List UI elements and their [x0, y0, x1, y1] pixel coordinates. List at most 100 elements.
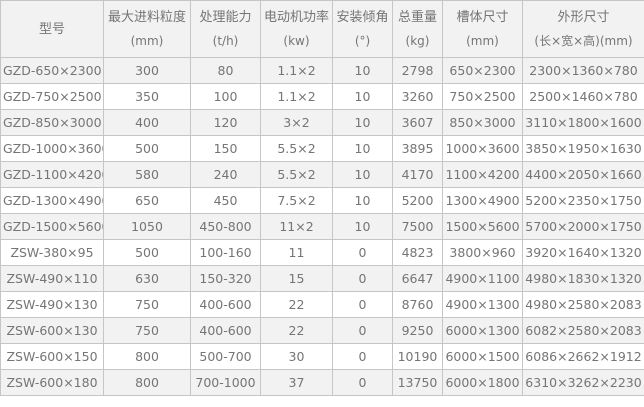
table-row: ZSW-600×130 750 400-600 22 0 9250 6000×1300 608…: [0, 317, 644, 344]
table-row: ZSW-490×110 630 150-320 15 0 6647 4900×1100 498…: [0, 265, 644, 292]
table-cell: 450-800: [190, 213, 261, 240]
table-cell: 30: [260, 343, 333, 370]
table-cell: 500-700: [190, 343, 261, 370]
table-cell: 4900×1300: [442, 291, 523, 318]
table-cell: 1000×3600: [442, 135, 523, 162]
column-header: 最大进料粒度 (mm): [103, 0, 191, 58]
table-cell: 5200×2350×1750: [522, 187, 644, 214]
column-unit: (kg): [405, 34, 430, 48]
table-cell: 10: [332, 135, 393, 162]
column-title: 处理能力: [199, 10, 252, 25]
table-cell: 3607: [392, 109, 443, 136]
table-cell: 6086×2662×1912: [522, 343, 644, 370]
table-cell: 80: [190, 57, 261, 84]
table-row: GZD-850×3000 400 120 3×2 10 3607 850×3000 3110×…: [0, 109, 644, 136]
table-cell: 13750: [392, 369, 443, 396]
table-cell: 500: [103, 239, 191, 266]
table-cell: 0: [332, 265, 393, 292]
table-cell: 10: [332, 213, 393, 240]
table-cell: 3×2: [260, 109, 333, 136]
table-row: GZD-750×2500 350 100 1.1×2 10 3260 750×2500 250…: [0, 83, 644, 110]
column-title: 槽体尺寸: [456, 10, 509, 25]
table-cell: 750×2500: [442, 83, 523, 110]
table-cell: 100-160: [190, 239, 261, 266]
table-cell: 500: [103, 135, 191, 162]
table-cell: 10190: [392, 343, 443, 370]
table-cell: 0: [332, 291, 393, 318]
header-row: 型号 最大进料粒度 (mm) 处理能力 (t/h) 电动机功率 (kw) 安装倾角 (°) 总重量…: [0, 0, 644, 58]
table-cell: 800: [103, 369, 191, 396]
table-cell: 9250: [392, 317, 443, 344]
table-cell: 1500×5600: [442, 213, 523, 240]
column-title: 型号: [38, 21, 65, 37]
table-cell: 3920×1640×1320: [522, 239, 644, 266]
table-cell: 10: [332, 57, 393, 84]
table-cell: 0: [332, 343, 393, 370]
column-title: 外形尺寸: [557, 10, 610, 25]
column-unit: (°): [354, 34, 371, 48]
table-cell: 1300×4900: [442, 187, 523, 214]
model-cell: GZD-1300×4900: [0, 187, 104, 214]
model-cell: ZSW-490×110: [0, 265, 104, 292]
table-cell: 3895: [392, 135, 443, 162]
table-cell: 10: [332, 161, 393, 188]
table-cell: 6000×1300: [442, 317, 523, 344]
table-row: GZD-1100×4200 580 240 5.5×2 10 4170 1100×4200 4…: [0, 161, 644, 188]
table-cell: 2798: [392, 57, 443, 84]
column-title: 电动机功率: [263, 10, 329, 25]
table-cell: 750: [103, 317, 191, 344]
table-cell: 3850×1950×1630: [522, 135, 644, 162]
model-cell: ZSW-490×130: [0, 291, 104, 318]
table-cell: 5700×2000×1750: [522, 213, 644, 240]
column-header: 槽体尺寸 (mm): [442, 0, 523, 58]
table-cell: 400-600: [190, 317, 261, 344]
table-cell: 0: [332, 239, 393, 266]
table-cell: 5200: [392, 187, 443, 214]
table-cell: 4400×2050×1660: [522, 161, 644, 188]
column-unit: (mm): [466, 34, 499, 48]
column-header: 总重量 (kg): [392, 0, 443, 58]
table-cell: 3110×1800×1600: [522, 109, 644, 136]
table-cell: 7.5×2: [260, 187, 333, 214]
model-cell: GZD-850×3000: [0, 109, 104, 136]
table-row: GZD-1000×3600 500 150 5.5×2 10 3895 1000×3600 3…: [0, 135, 644, 162]
model-cell: GZD-750×2500: [0, 83, 104, 110]
table-cell: 150-320: [190, 265, 261, 292]
column-title: 安装倾角: [336, 10, 389, 25]
table-cell: 100: [190, 83, 261, 110]
model-cell: ZSW-600×130: [0, 317, 104, 344]
table-row: GZD-1300×4900 650 450 7.5×2 10 5200 1300×4900 5…: [0, 187, 644, 214]
table-cell: 630: [103, 265, 191, 292]
column-unit: (t/h): [212, 34, 239, 48]
column-unit: (mm): [130, 34, 164, 48]
table-cell: 0: [332, 369, 393, 396]
table-cell: 7500: [392, 213, 443, 240]
column-header: 安装倾角 (°): [332, 0, 393, 58]
table-cell: 650: [103, 187, 191, 214]
table-cell: 450: [190, 187, 261, 214]
table-cell: 6000×1500: [442, 343, 523, 370]
feeder-spec-table: 型号 最大进料粒度 (mm) 处理能力 (t/h) 电动机功率 (kw) 安装倾角 (°) 总重量…: [0, 0, 644, 396]
table-cell: 400: [103, 109, 191, 136]
model-cell: GZD-1000×3600: [0, 135, 104, 162]
table-cell: 150: [190, 135, 261, 162]
model-cell: GZD-650×2300: [0, 57, 104, 84]
table-cell: 300: [103, 57, 191, 84]
table-cell: 10: [332, 109, 393, 136]
table-cell: 400-600: [190, 291, 261, 318]
table-row: GZD-1500×5600 1050 450-800 11×2 10 7500 1500×5…: [0, 213, 644, 240]
table-cell: 0: [332, 317, 393, 344]
table-cell: 4170: [392, 161, 443, 188]
table-cell: 11×2: [260, 213, 333, 240]
table-row: ZSW-600×150 800 500-700 30 0 10190 6000×1500 60…: [0, 343, 644, 370]
table-cell: 4900×1100: [442, 265, 523, 292]
table-cell: 5.5×2: [260, 161, 333, 188]
model-cell: ZSW-600×150: [0, 343, 104, 370]
table-cell: 800: [103, 343, 191, 370]
column-title: 最大进料粒度: [107, 10, 186, 25]
column-header: 外形尺寸 (长×宽×高)(mm): [522, 0, 644, 58]
column-unit: (长×宽×高)(mm): [534, 34, 633, 48]
table-cell: 10: [332, 83, 393, 110]
table-cell: 4980×2580×2083: [522, 291, 644, 318]
table-cell: 2500×1460×780: [522, 83, 644, 110]
